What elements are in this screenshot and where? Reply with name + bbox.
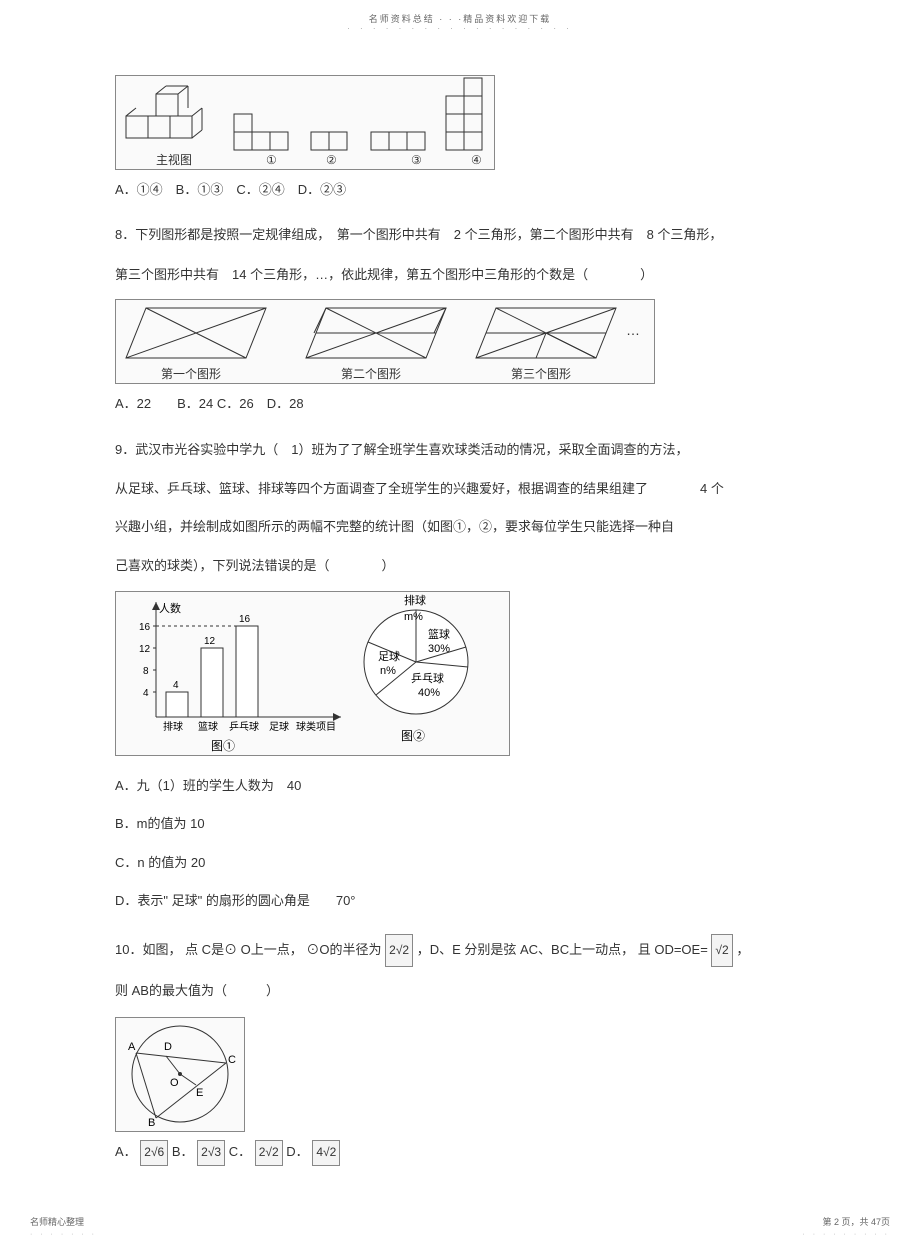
svg-text:①: ①	[266, 153, 277, 167]
q7-label-main: 主视图	[156, 152, 192, 167]
q7-options: A．①④ B．①③ C．②④ D．②③	[115, 178, 805, 201]
svg-text:图②: 图②	[401, 729, 425, 743]
svg-text:8: 8	[143, 666, 149, 677]
svg-text:m%: m%	[404, 611, 423, 623]
svg-text:n%: n%	[380, 665, 396, 677]
svg-text:②: ②	[326, 153, 337, 167]
q9-line4: 己喜欢的球类），下列说法错误的是（ ）	[115, 552, 805, 581]
q9-line2: 从足球、乒乓球、篮球、排球等四个方面调查了全班学生的兴趣爱好，根据调查的结果组建…	[115, 475, 805, 504]
q10-opt-c-label: C．	[229, 1145, 251, 1160]
svg-text:乒乓球: 乒乓球	[411, 671, 444, 685]
svg-text:第三个图形: 第三个图形	[511, 367, 571, 381]
q10-opt-b-val: 2√3	[197, 1140, 225, 1166]
sqrt-2root2: 2√2	[385, 934, 413, 967]
footer-dots-left: · · · · · · ·	[30, 1231, 97, 1238]
svg-text:③: ③	[411, 153, 422, 167]
svg-text:16: 16	[239, 614, 251, 625]
q9-figure: 人数 16 12 8 4 4 12 16	[115, 591, 510, 756]
svg-text:④: ④	[471, 153, 482, 167]
q10-opt-c-val: 2√2	[255, 1140, 283, 1166]
svg-text:40%: 40%	[418, 687, 440, 699]
svg-text:…: …	[626, 322, 640, 338]
q8-options: A．22 B．24 C．26 D．28	[115, 392, 805, 415]
svg-text:C: C	[228, 1054, 236, 1066]
svg-text:A: A	[128, 1041, 136, 1053]
q10-figure: A C B D E O	[115, 1017, 245, 1132]
svg-text:足球: 足球	[378, 649, 400, 663]
svg-text:排球: 排球	[404, 593, 426, 607]
svg-text:E: E	[196, 1087, 203, 1099]
q10-opt-a-val: 2√6	[140, 1140, 168, 1166]
footer-dots-right: · · · · · · · · ·	[802, 1231, 890, 1238]
page-header-dots: · · · · · · · · · · · · · · · · · ·	[0, 24, 920, 33]
q8-figure: … 第一个图形 第二个图形 第三个图形	[115, 299, 655, 384]
svg-text:球类项目: 球类项目	[296, 720, 336, 733]
page-content: 主视图 ① ② ③ ④ A．①④ B．①③ C．②④ D．②③ 8．下列图形都是…	[115, 0, 805, 1166]
svg-text:人数: 人数	[159, 602, 181, 615]
sqrt-root2: √2	[711, 934, 732, 967]
footer-right: 第 2 页，共 47页	[822, 1215, 890, 1228]
q9-line3: 兴趣小组，并绘制成如图所示的两幅不完整的统计图（如图①，②，要求每位学生只能选择…	[115, 513, 805, 542]
svg-text:4: 4	[143, 688, 149, 699]
q9-opt-c: C．n 的值为 20	[115, 849, 805, 878]
q10-opt-b-label: B．	[172, 1145, 194, 1160]
q9-opt-a: A．九（1）班的学生人数为 40	[115, 772, 805, 801]
svg-text:篮球: 篮球	[428, 627, 450, 641]
svg-text:12: 12	[204, 636, 216, 647]
q10-text-a: 10．如图， 点 C是⊙ O上一点， ⊙O的半径为	[115, 942, 385, 957]
svg-text:篮球: 篮球	[198, 720, 218, 733]
q9-opt-b: B．m的值为 10	[115, 810, 805, 839]
svg-text:12: 12	[139, 644, 151, 655]
q10-line2: 则 AB的最大值为（ ）	[115, 977, 805, 1006]
q9-opt-d: D．表示" 足球" 的扇形的圆心角是 70°	[115, 887, 805, 916]
q10-text-b: ，D、E 分别是弦 AC、BC上一动点， 且 OD=OE=	[417, 942, 708, 957]
q10-text-c: ，	[736, 942, 749, 957]
q8-line2: 第三个图形中共有 14 个三角形，…，依此规律，第五个图形中三角形的个数是（ ）	[115, 261, 805, 290]
svg-text:第二个图形: 第二个图形	[341, 367, 401, 381]
q7-figure: 主视图 ① ② ③ ④	[115, 75, 495, 170]
footer-left: 名师精心整理	[30, 1215, 84, 1228]
svg-text:乒乓球: 乒乓球	[229, 720, 259, 733]
q10-opt-d-val: 4√2	[312, 1140, 340, 1166]
q9-line1: 9．武汉市光谷实验中学九（ 1）班为了了解全班学生喜欢球类活动的情况，采取全面调…	[115, 434, 805, 465]
svg-text:O: O	[170, 1077, 179, 1089]
q10-line1: 10．如图， 点 C是⊙ O上一点， ⊙O的半径为 2√2 ，D、E 分别是弦 …	[115, 934, 805, 967]
svg-text:图①: 图①	[211, 739, 235, 753]
svg-text:足球: 足球	[269, 720, 289, 733]
q8-line1: 8．下列图形都是按照一定规律组成， 第一个图形中共有 2 个三角形，第二个图形中…	[115, 219, 805, 250]
svg-text:B: B	[148, 1117, 155, 1129]
q10-options: A． 2√6 B． 2√3 C． 2√2 D． 4√2	[115, 1140, 805, 1166]
svg-text:D: D	[164, 1041, 172, 1053]
svg-text:排球: 排球	[163, 720, 183, 733]
q10-opt-a-label: A．	[115, 1145, 137, 1160]
svg-text:4: 4	[173, 680, 179, 691]
q10-opt-d-label: D．	[286, 1145, 308, 1160]
svg-text:16: 16	[139, 622, 151, 633]
svg-text:第一个图形: 第一个图形	[161, 367, 221, 381]
svg-text:30%: 30%	[428, 643, 450, 655]
